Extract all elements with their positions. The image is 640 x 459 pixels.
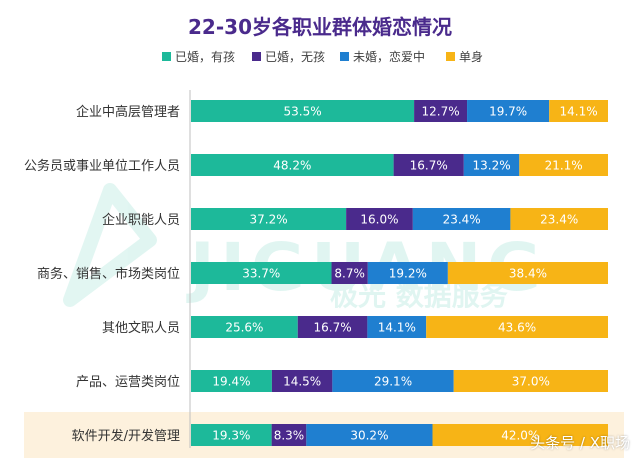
legend-swatch-1 — [162, 52, 171, 61]
bar-segment-6-3 — [332, 370, 454, 392]
data-label-5-2: 16.7% — [314, 321, 352, 335]
legend-label-1: 已婚，有孩 — [175, 50, 235, 64]
bar-segment-7-2 — [271, 424, 307, 446]
bar-segment-7-4 — [432, 424, 608, 446]
data-label-6-1: 19.4% — [212, 375, 250, 389]
data-label-2-1: 48.2% — [273, 159, 311, 173]
data-label-3-1: 37.2% — [249, 213, 287, 227]
bar-segment-6-1 — [191, 370, 272, 392]
category-label-4: 商务、销售、市场类岗位 — [37, 266, 180, 282]
bar-segment-5-3 — [367, 316, 427, 338]
data-label-4-4: 38.4% — [509, 267, 547, 281]
data-label-3-3: 23.4% — [443, 213, 481, 227]
bar-segment-3-4 — [510, 208, 608, 230]
data-label-7-4: 42.0% — [501, 429, 539, 443]
data-label-6-3: 29.1% — [374, 375, 412, 389]
bar-segment-5-1 — [191, 316, 298, 338]
legend-swatch-4 — [446, 52, 455, 61]
data-label-2-4: 21.1% — [545, 159, 583, 173]
bar-segment-1-3 — [467, 100, 550, 122]
data-label-5-4: 43.6% — [498, 321, 536, 335]
bar-segment-4-1 — [191, 262, 332, 284]
data-label-1-4: 14.1% — [560, 105, 598, 119]
data-label-3-2: 16.0% — [360, 213, 398, 227]
legend-swatch-3 — [340, 52, 349, 61]
data-label-2-2: 16.7% — [410, 159, 448, 173]
bar-segment-7-3 — [306, 424, 433, 446]
data-label-7-1: 19.3% — [212, 429, 250, 443]
data-label-7-2: 8.3% — [274, 429, 305, 443]
legend-label-3: 未婚，恋爱中 — [353, 49, 425, 64]
data-label-1-1: 53.5% — [283, 105, 321, 119]
bar-segment-4-2 — [331, 262, 368, 284]
data-label-6-4: 37.0% — [512, 375, 550, 389]
bar-segment-4-3 — [367, 262, 448, 284]
bar-segment-2-2 — [393, 154, 464, 176]
legend-label-2: 已婚，无孩 — [265, 50, 325, 64]
bar-segment-5-2 — [297, 316, 368, 338]
legend: 已婚，有孩 已婚，无孩 未婚，恋爱中 单身 — [162, 49, 483, 64]
bar-segment-1-1 — [191, 100, 415, 122]
watermark-corner-text: 头条号 / X职场 — [530, 434, 630, 452]
legend-label-4: 单身 — [459, 49, 483, 64]
bar-segment-1-4 — [549, 100, 608, 122]
bar-segment-6-4 — [453, 370, 608, 392]
category-label-7: 软件开发/开发管理 — [72, 428, 180, 444]
data-label-4-1: 33.7% — [242, 267, 280, 281]
bar-segment-4-4 — [447, 262, 608, 284]
category-label-5: 其他文职人员 — [102, 321, 180, 336]
bar-segment-5-4 — [426, 316, 608, 338]
category-label-1: 企业中高层管理者 — [76, 104, 180, 120]
category-label-2: 公务员或事业单位工作人员 — [24, 158, 180, 174]
legend-swatch-2 — [252, 52, 261, 61]
category-label-6: 产品、运营类岗位 — [76, 375, 180, 390]
data-label-5-1: 25.6% — [225, 321, 263, 335]
chart-title: 22-30岁各职业群体婚恋情况 — [188, 15, 452, 39]
watermark-subtitle: 极光 数据服务 — [330, 279, 508, 312]
bar-segment-6-2 — [271, 370, 333, 392]
data-label-7-3: 30.2% — [350, 429, 388, 443]
bar-segment-2-4 — [519, 154, 608, 176]
bar-segment-1-2 — [414, 100, 468, 122]
data-label-5-3: 14.1% — [378, 321, 416, 335]
data-label-4-2: 8.7% — [334, 267, 365, 281]
bar-segment-3-3 — [412, 208, 511, 230]
data-label-4-3: 19.2% — [389, 267, 427, 281]
data-label-3-4: 23.4% — [540, 213, 578, 227]
data-label-2-3: 13.2% — [472, 159, 510, 173]
data-label-6-2: 14.5% — [283, 375, 321, 389]
bar-segment-7-1 — [191, 424, 272, 446]
category-label-3: 企业职能人员 — [102, 212, 180, 228]
data-label-1-2: 12.7% — [422, 105, 460, 119]
bar-segment-3-2 — [346, 208, 413, 230]
bar-segment-3-1 — [191, 208, 347, 230]
bar-segment-2-3 — [463, 154, 520, 176]
bar-segment-2-1 — [191, 154, 394, 176]
data-label-1-3: 19.7% — [489, 105, 527, 119]
